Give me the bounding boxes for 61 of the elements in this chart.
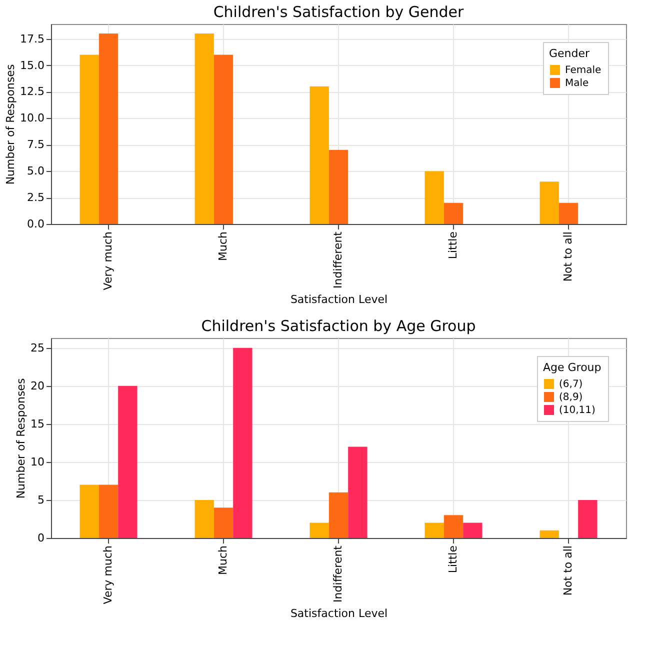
chart-title: Children's Satisfaction by Age Group [201, 317, 476, 335]
y-tick-label: 15.0 [20, 58, 44, 72]
x-axis-title: Satisfaction Level [290, 607, 388, 620]
y-axis-title: Number of Responses [14, 378, 28, 499]
y-tick-label: 25 [30, 341, 44, 354]
x-tick-label: Much [216, 231, 230, 261]
legend-title: Gender [549, 47, 590, 60]
bar [444, 202, 464, 224]
bar [328, 150, 348, 224]
legend-label: Female [565, 65, 602, 76]
bar [194, 34, 214, 224]
y-tick-label: 17.5 [20, 32, 44, 46]
bar [444, 515, 464, 538]
y-tick-label: 10.0 [20, 112, 44, 125]
bar [310, 522, 329, 538]
legend-label: (10,11) [559, 405, 596, 416]
x-tick-label: Not to all [562, 546, 574, 596]
y-tick-label: 0.0 [27, 218, 44, 230]
bar [348, 446, 368, 538]
bar [558, 202, 578, 224]
bar [80, 54, 99, 224]
legend-label: Male [565, 78, 589, 89]
bar [328, 492, 348, 538]
bar [118, 386, 138, 538]
bar [463, 522, 482, 538]
bar [310, 86, 329, 224]
bar [98, 34, 118, 224]
legend-label: (8,9) [559, 392, 583, 403]
y-tick-label: 5.0 [27, 164, 44, 178]
y-tick-label: 10 [30, 455, 44, 468]
bar [424, 171, 444, 224]
chart-title: Children's Satisfaction by Gender [213, 3, 465, 21]
y-axis-title: Number of Responses [4, 64, 18, 185]
bar [80, 484, 99, 538]
x-tick-label: Little [446, 231, 460, 260]
y-tick-label: 0 [38, 532, 44, 544]
y-tick-label: 12.5 [20, 85, 44, 98]
bar [578, 500, 598, 538]
bar [233, 348, 252, 538]
bar [424, 522, 444, 538]
y-tick-label: 5 [38, 493, 44, 506]
legend-label: (6,7) [559, 379, 583, 390]
x-tick-label: Indifferent [332, 230, 344, 288]
bar [214, 508, 234, 538]
x-tick-label: Not to all [562, 232, 574, 282]
y-tick-label: 20 [30, 379, 44, 392]
bar [214, 54, 234, 224]
bar [540, 182, 559, 224]
x-tick-label: Very much [102, 231, 114, 290]
x-tick-label: Much [216, 545, 230, 575]
legend-title: Age Group [543, 361, 602, 374]
y-tick-label: 7.5 [27, 138, 44, 152]
x-axis-title: Satisfaction Level [290, 293, 388, 306]
x-tick-label: Indifferent [332, 544, 344, 602]
x-tick-label: Little [446, 545, 460, 574]
bar [540, 530, 559, 538]
x-tick-label: Very much [102, 545, 114, 604]
bar [194, 500, 214, 538]
bar [98, 484, 118, 538]
y-tick-label: 2.5 [27, 191, 44, 204]
y-tick-label: 15 [30, 417, 44, 430]
